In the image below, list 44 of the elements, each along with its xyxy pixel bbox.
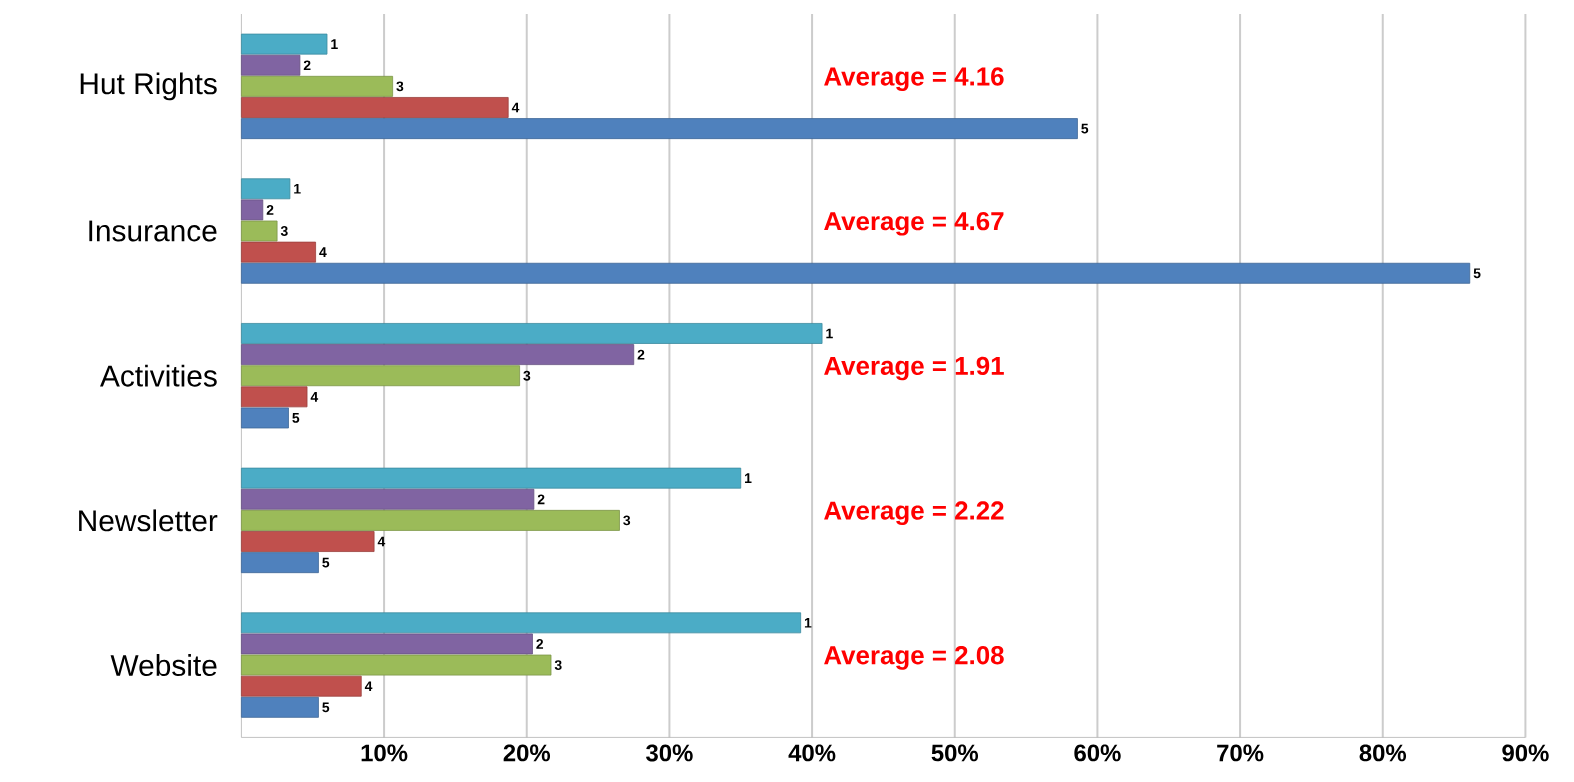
y-tick-label: Newsletter <box>79 509 218 532</box>
bar <box>241 407 289 429</box>
x-tick-label: 80% <box>1359 744 1407 762</box>
bar <box>241 365 521 387</box>
bar <box>241 552 319 574</box>
bar <box>241 344 635 366</box>
bar <box>241 675 362 697</box>
bar <box>241 75 394 97</box>
annotation: Average = 2.22 <box>824 501 1004 525</box>
bar <box>241 509 620 531</box>
x-tick-label: 30% <box>646 744 693 762</box>
annotation: Average = 4.67 <box>824 212 1004 236</box>
x-tick-label: 40% <box>788 744 836 762</box>
bar <box>241 33 328 55</box>
bar <box>241 696 319 718</box>
bar <box>241 199 264 221</box>
bar <box>241 386 308 408</box>
x-tick-label: 20% <box>503 744 551 762</box>
bar <box>241 241 316 263</box>
bar <box>241 118 1078 140</box>
bar <box>241 178 291 200</box>
x-tick-label: 10% <box>361 744 408 762</box>
y-tick-label: Hut Rights <box>80 72 217 101</box>
bar <box>241 323 823 344</box>
x-tick-label: 90% <box>1502 744 1549 762</box>
annotation: Average = 4.16 <box>824 67 1004 91</box>
y-tick-label: Website <box>110 654 217 677</box>
bar <box>241 54 301 76</box>
x-tick-label: 60% <box>1074 744 1121 762</box>
bar <box>241 262 1471 284</box>
y-tick-label: Insurance <box>89 220 217 242</box>
bar <box>241 220 278 242</box>
x-tick-label: 70% <box>1217 744 1264 762</box>
bar <box>241 633 533 655</box>
bar <box>241 467 742 489</box>
y-tick-label: Activities <box>100 364 217 387</box>
bar <box>241 488 535 510</box>
bar <box>241 97 509 118</box>
x-tick-label: 50% <box>931 744 979 762</box>
bar <box>241 654 552 676</box>
annotation: Average = 2.08 <box>824 646 1004 670</box>
bar <box>241 531 375 552</box>
bar <box>241 612 802 634</box>
annotation: Average = 1.91 <box>824 356 1004 381</box>
